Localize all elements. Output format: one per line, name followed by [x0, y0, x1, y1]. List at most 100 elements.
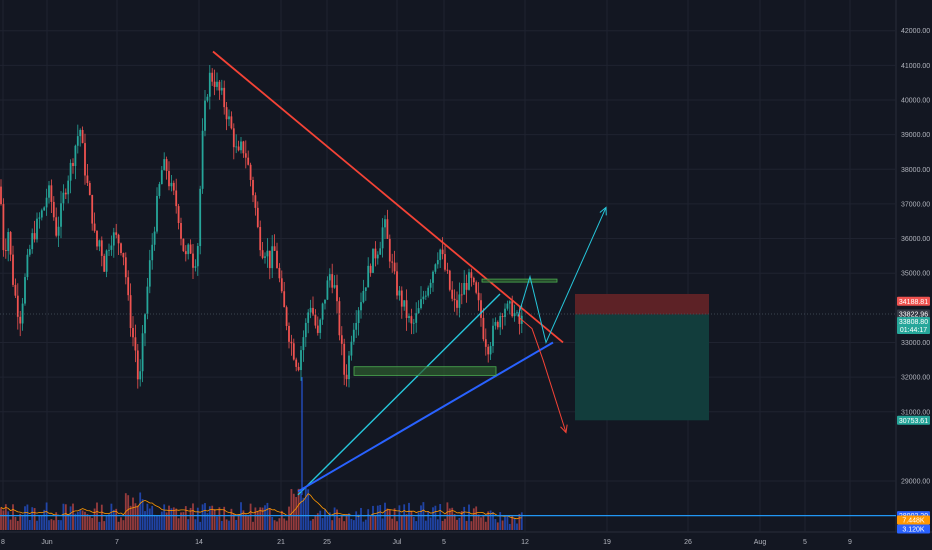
candle-body: [300, 350, 302, 371]
x-tick-label: 5: [442, 539, 446, 546]
candle-body: [0, 186, 2, 205]
volume-bar: [194, 519, 197, 530]
candle-body: [40, 210, 43, 218]
volume-bar: [91, 517, 94, 530]
volume-bar: [468, 504, 470, 530]
stop-loss-box: [575, 293, 709, 315]
volume-bar: [21, 515, 24, 530]
candle-body: [38, 217, 41, 219]
volume-bar: [216, 516, 218, 530]
volume-bar: [74, 513, 77, 530]
candle-body: [338, 301, 341, 336]
volume-bar: [249, 503, 252, 530]
candle-body: [280, 278, 283, 292]
volume-bar: [484, 521, 487, 530]
volume-bar: [172, 507, 175, 530]
candle-body: [271, 246, 274, 269]
volume-bar: [427, 511, 430, 530]
volume-bar: [230, 508, 233, 530]
volume-bar: [184, 506, 187, 530]
candle-body: [367, 265, 370, 288]
y-tick-label: 41000.00: [901, 63, 930, 70]
volume-bar: [300, 493, 302, 530]
candle-body: [444, 254, 446, 270]
volume-bar: [225, 519, 228, 530]
volume-bar: [201, 504, 204, 530]
candle-body: [309, 307, 312, 313]
candle-body: [348, 355, 350, 380]
volume-bar: [352, 520, 355, 530]
candle-body: [372, 248, 374, 273]
volume-bar: [67, 514, 70, 530]
volume-bar: [139, 492, 142, 530]
y-tick-label: 37000.00: [901, 201, 930, 208]
candle-body: [475, 282, 478, 293]
candle-body: [422, 296, 425, 300]
candle-body: [182, 238, 185, 252]
candle-body: [427, 287, 430, 296]
candle-body: [511, 301, 514, 317]
x-tick-label: 7: [115, 539, 119, 546]
candle-body: [453, 298, 456, 301]
candle-body: [434, 264, 437, 272]
candle-body: [362, 291, 365, 303]
volume-bar: [26, 504, 29, 530]
volume-ma-line: [0, 493, 522, 520]
candle-body: [14, 284, 17, 296]
candle-body: [242, 141, 245, 154]
candle-body: [326, 280, 329, 300]
candle-body: [465, 283, 468, 290]
volume-bar: [45, 502, 48, 530]
candle-body: [420, 299, 422, 309]
volume-bar: [324, 509, 326, 530]
volume-bar: [62, 503, 65, 530]
candle-body: [352, 329, 355, 342]
candle-body: [415, 313, 418, 323]
price-axis[interactable]: 42000.00 41000.00 40000.00 39000.00 38000.00…: [901, 28, 930, 485]
volume-bar: [381, 518, 384, 530]
volume-bar: [504, 516, 506, 530]
candle-body: [448, 270, 451, 290]
volume-bar: [175, 508, 178, 530]
volume-bar: [50, 519, 53, 530]
candle-body: [381, 227, 384, 249]
candle-body: [148, 260, 151, 287]
y-tick-label: 40000.00: [901, 98, 930, 105]
volume-bar: [393, 508, 396, 530]
candle-body: [463, 283, 466, 295]
x-tick-label: 25: [323, 539, 331, 546]
candle-body: [36, 218, 38, 240]
volume-bar: [64, 504, 67, 530]
candle-body: [240, 141, 242, 151]
candle-body: [398, 290, 401, 296]
volume-bar: [460, 510, 463, 530]
volume-bar: [213, 508, 216, 530]
candle-body: [504, 308, 506, 317]
price-badge-label: 34188.81: [899, 299, 928, 306]
candle-body: [64, 192, 67, 195]
volume-bar: [420, 505, 422, 530]
candle-body: [288, 325, 290, 342]
candle-body: [79, 130, 82, 137]
candle-body: [516, 312, 518, 314]
resistance-trendline: [212, 50, 564, 344]
volume-bar: [170, 508, 173, 530]
volume-bar: [196, 507, 199, 530]
candle-body: [369, 265, 372, 273]
time-axis[interactable]: 8 Jun 7 14 21 25 Jul 5 12 19 26 Aug 5 9: [1, 539, 852, 546]
y-tick-label: 33000.00: [901, 340, 930, 347]
volume-bar: [268, 508, 271, 530]
candle-body: [45, 197, 48, 208]
candle-body: [432, 271, 434, 283]
candle-body: [460, 294, 463, 296]
candle-body: [472, 277, 475, 283]
candle-body: [477, 292, 480, 301]
candle-body: [429, 282, 432, 288]
volume-bar: [408, 502, 410, 530]
candle-body: [386, 219, 389, 239]
volume-bar: [319, 510, 322, 530]
candle-body: [340, 335, 343, 344]
volume-bar: [331, 520, 334, 530]
volume-bar: [206, 513, 209, 530]
